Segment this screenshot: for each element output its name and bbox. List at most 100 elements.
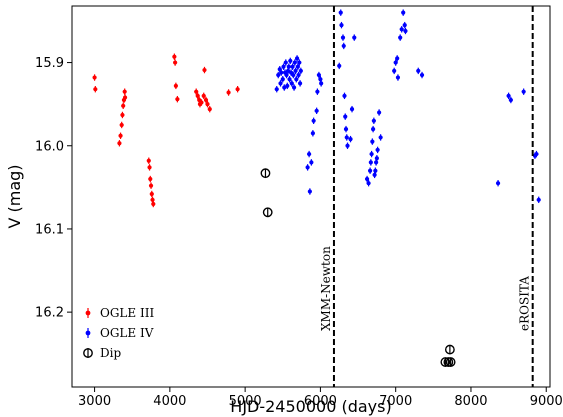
data-point [202, 67, 207, 73]
data-point [296, 72, 301, 78]
data-point [294, 77, 299, 82]
data-point [117, 141, 122, 146]
data-point [319, 81, 324, 86]
data-point [419, 72, 425, 78]
legend: OGLE III OGLE IV Dip [83, 306, 154, 360]
data-point [292, 60, 297, 65]
data-point [318, 77, 323, 82]
data-point [307, 189, 312, 194]
data-point [401, 10, 406, 15]
x-tick-label: 4000 [153, 394, 186, 409]
data-point [372, 172, 377, 177]
data-point [150, 197, 155, 202]
data-point [342, 93, 347, 98]
vline-label-1: eROSITA [518, 276, 532, 331]
data-point [375, 147, 380, 153]
data-point [147, 165, 152, 170]
data-point [287, 77, 292, 82]
data-point [280, 77, 285, 82]
data-point [294, 56, 300, 61]
data-point [416, 68, 421, 73]
data-point [344, 135, 349, 140]
data-point [345, 143, 350, 148]
data-point [283, 60, 288, 65]
data-point [352, 35, 357, 40]
data-point [289, 81, 294, 86]
data-point [92, 75, 97, 80]
plot-area [71, 5, 551, 388]
y-tick-label: 16.1 [35, 222, 64, 237]
data-point [370, 139, 375, 144]
data-point [373, 168, 378, 173]
data-point [339, 23, 344, 28]
data-point [288, 58, 293, 64]
x-tick-label: 5000 [229, 394, 262, 409]
data-point [395, 75, 401, 80]
data-point [281, 64, 286, 69]
data-point [374, 160, 379, 165]
data-point [120, 112, 125, 118]
series-2 [260, 168, 456, 367]
data-point [172, 54, 177, 59]
data-point [278, 81, 283, 86]
data-point [521, 89, 526, 94]
data-point [297, 60, 302, 65]
data-point [199, 100, 204, 105]
data-point [506, 93, 511, 98]
data-point [368, 160, 373, 165]
data-point [285, 83, 290, 88]
data-point [378, 135, 383, 140]
data-point [118, 133, 123, 138]
data-point [366, 181, 371, 186]
data-point [297, 81, 303, 86]
data-point [119, 122, 124, 128]
data-point [371, 127, 376, 132]
axes: 3000 4000 5000 6000 7000 8000 9000 15.9 16.0 16.1… [35, 56, 563, 409]
data-point [291, 72, 296, 78]
data-point [369, 151, 374, 157]
data-point [149, 191, 154, 197]
legend-label-2: Dip [100, 346, 121, 360]
data-point [403, 28, 408, 34]
data-point [293, 68, 298, 73]
legend-label-1: OGLE IV [100, 326, 154, 340]
data-point [175, 97, 180, 102]
y-tick-label: 16.0 [35, 139, 64, 154]
data-point [121, 103, 126, 108]
data-point [395, 56, 400, 61]
data-point [146, 158, 151, 163]
data-point [367, 168, 373, 173]
data-point [337, 63, 342, 68]
data-point [536, 197, 541, 202]
data-point [93, 87, 98, 92]
data-point [377, 110, 382, 115]
data-point [235, 87, 240, 92]
data-point [348, 137, 353, 142]
data-point [307, 151, 312, 157]
data-point [207, 107, 212, 112]
data-point [291, 85, 297, 90]
data-point [290, 64, 295, 69]
x-tick-label: 3000 [78, 394, 111, 409]
series-1 [274, 9, 541, 204]
data-point [349, 107, 355, 112]
x-tick-label: 6000 [304, 394, 337, 409]
data-point [310, 131, 315, 136]
data-point [286, 64, 291, 69]
series-0 [92, 53, 240, 208]
data-point [392, 68, 397, 73]
data-point [122, 89, 127, 94]
vertical-markers: XMM-Newton eROSITA [319, 6, 534, 387]
data-point [274, 87, 279, 92]
y-axis-title: V (mag) [5, 164, 24, 228]
data-point [343, 127, 349, 132]
data-point [315, 89, 320, 94]
data-point [151, 201, 156, 207]
data-point [305, 165, 310, 170]
data-point [309, 160, 314, 165]
data-point [173, 60, 178, 65]
x-tick-label: 8000 [454, 394, 487, 409]
legend-marker-1 [85, 330, 91, 336]
data-point [341, 43, 346, 49]
